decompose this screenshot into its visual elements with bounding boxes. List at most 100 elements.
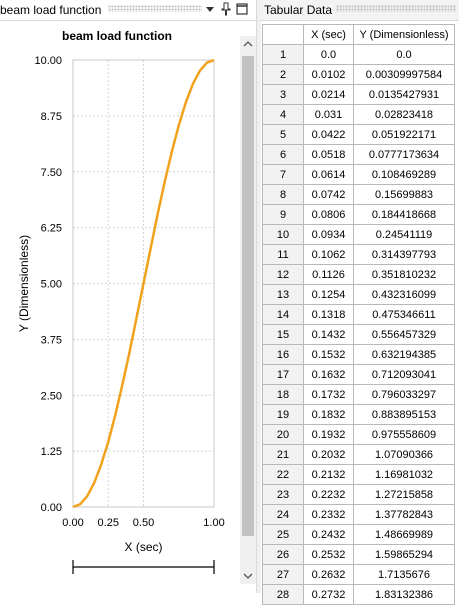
- table-row[interactable]: 15 0.1432 0.556457329: [262, 324, 455, 345]
- row-index-cell[interactable]: 28: [262, 584, 304, 605]
- row-index-cell[interactable]: 8: [262, 184, 304, 205]
- table-panel-titlebar[interactable]: Tabular Data: [260, 0, 459, 21]
- row-index-cell[interactable]: 26: [262, 544, 304, 565]
- row-index-cell[interactable]: 20: [262, 424, 304, 445]
- dropdown-arrow-icon[interactable]: [203, 2, 217, 16]
- row-index-cell[interactable]: 16: [262, 344, 304, 365]
- y-value-cell[interactable]: 0.975558609: [353, 424, 455, 445]
- y-value-cell[interactable]: 0.796033297: [353, 384, 455, 405]
- x-value-cell[interactable]: 0.1062: [303, 244, 354, 265]
- chart-panel-titlebar[interactable]: beam load function: [0, 0, 256, 21]
- table-row[interactable]: 2 0.0102 0.00309997584: [262, 64, 455, 85]
- x-value-cell[interactable]: 0.1126: [303, 264, 354, 285]
- row-index-cell[interactable]: 15: [262, 324, 304, 345]
- table-row[interactable]: 20 0.1932 0.975558609: [262, 424, 455, 445]
- row-index-cell[interactable]: 7: [262, 164, 304, 185]
- x-value-cell[interactable]: 0.0934: [303, 224, 354, 245]
- x-value-cell[interactable]: 0.1932: [303, 424, 354, 445]
- y-value-cell[interactable]: 1.27215858: [353, 484, 455, 505]
- x-value-cell[interactable]: 0.0614: [303, 164, 354, 185]
- chart-scrollbar[interactable]: [240, 36, 256, 584]
- row-index-cell[interactable]: 1: [262, 44, 304, 65]
- column-header[interactable]: Y (Dimensionless): [353, 24, 455, 45]
- y-value-cell[interactable]: 0.15699883: [353, 184, 455, 205]
- row-index-cell[interactable]: 23: [262, 484, 304, 505]
- x-value-cell[interactable]: 0.1318: [303, 304, 354, 325]
- y-value-cell[interactable]: 0.0777173634: [353, 144, 455, 165]
- row-index-cell[interactable]: 17: [262, 364, 304, 385]
- table-row[interactable]: 23 0.2232 1.27215858: [262, 484, 455, 505]
- table-row[interactable]: 4 0.031 0.02823418: [262, 104, 455, 125]
- x-value-cell[interactable]: 0.2532: [303, 544, 354, 565]
- x-value-cell[interactable]: 0.2232: [303, 484, 354, 505]
- column-header[interactable]: X (sec): [303, 24, 354, 45]
- y-value-cell[interactable]: 0.883895153: [353, 404, 455, 425]
- scroll-down-icon[interactable]: [240, 568, 256, 584]
- y-value-cell[interactable]: 0.351810232: [353, 264, 455, 285]
- row-index-cell[interactable]: 12: [262, 264, 304, 285]
- x-value-cell[interactable]: 0.1632: [303, 364, 354, 385]
- x-value-cell[interactable]: 0.2132: [303, 464, 354, 485]
- table-row[interactable]: 27 0.2632 1.7135676: [262, 564, 455, 585]
- y-value-cell[interactable]: 1.83132386: [353, 584, 455, 605]
- row-index-cell[interactable]: 3: [262, 84, 304, 105]
- y-value-cell[interactable]: 0.108469289: [353, 164, 455, 185]
- panel-splitter[interactable]: [256, 0, 261, 593]
- x-value-cell[interactable]: 0.1432: [303, 324, 354, 345]
- column-header[interactable]: [262, 24, 304, 45]
- table-row[interactable]: 19 0.1832 0.883895153: [262, 404, 455, 425]
- y-value-cell[interactable]: 0.0: [353, 44, 455, 65]
- drag-grip[interactable]: [108, 5, 202, 12]
- row-index-cell[interactable]: 2: [262, 64, 304, 85]
- y-value-cell[interactable]: 0.314397793: [353, 244, 455, 265]
- x-value-cell[interactable]: 0.1732: [303, 384, 354, 405]
- y-value-cell[interactable]: 0.0135427931: [353, 84, 455, 105]
- row-index-cell[interactable]: 13: [262, 284, 304, 305]
- table-row[interactable]: 24 0.2332 1.37782843: [262, 504, 455, 525]
- y-value-cell[interactable]: 1.48669989: [353, 524, 455, 545]
- table-row[interactable]: 26 0.2532 1.59865294: [262, 544, 455, 565]
- row-index-cell[interactable]: 4: [262, 104, 304, 125]
- y-value-cell[interactable]: 0.00309997584: [353, 64, 455, 85]
- table-row[interactable]: 17 0.1632 0.712093041: [262, 364, 455, 385]
- y-value-cell[interactable]: 1.59865294: [353, 544, 455, 565]
- table-row[interactable]: 1 0.0 0.0: [262, 44, 455, 65]
- x-value-cell[interactable]: 0.1832: [303, 404, 354, 425]
- y-value-cell[interactable]: 0.475346611: [353, 304, 455, 325]
- x-value-cell[interactable]: 0.0742: [303, 184, 354, 205]
- pin-icon[interactable]: [219, 2, 233, 16]
- range-slider[interactable]: [72, 560, 215, 574]
- table-row[interactable]: 3 0.0214 0.0135427931: [262, 84, 455, 105]
- y-value-cell[interactable]: 1.37782843: [353, 504, 455, 525]
- x-value-cell[interactable]: 0.0806: [303, 204, 354, 225]
- row-index-cell[interactable]: 6: [262, 144, 304, 165]
- table-row[interactable]: 16 0.1532 0.632194385: [262, 344, 455, 365]
- table-row[interactable]: 12 0.1126 0.351810232: [262, 264, 455, 285]
- row-index-cell[interactable]: 25: [262, 524, 304, 545]
- table-row[interactable]: 18 0.1732 0.796033297: [262, 384, 455, 405]
- y-value-cell[interactable]: 0.556457329: [353, 324, 455, 345]
- table-row[interactable]: 11 0.1062 0.314397793: [262, 244, 455, 265]
- y-value-cell[interactable]: 0.432316099: [353, 284, 455, 305]
- row-index-cell[interactable]: 11: [262, 244, 304, 265]
- table-row[interactable]: 25 0.2432 1.48669989: [262, 524, 455, 545]
- y-value-cell[interactable]: 0.184418668: [353, 204, 455, 225]
- y-value-cell[interactable]: 0.632194385: [353, 344, 455, 365]
- y-value-cell[interactable]: 0.02823418: [353, 104, 455, 125]
- table-row[interactable]: 21 0.2032 1.07090366: [262, 444, 455, 465]
- table-row[interactable]: 6 0.0518 0.0777173634: [262, 144, 455, 165]
- table-row[interactable]: 13 0.1254 0.432316099: [262, 284, 455, 305]
- x-value-cell[interactable]: 0.2432: [303, 524, 354, 545]
- scroll-up-icon[interactable]: [240, 36, 256, 52]
- table-row[interactable]: 7 0.0614 0.108469289: [262, 164, 455, 185]
- x-value-cell[interactable]: 0.0: [303, 44, 354, 65]
- row-index-cell[interactable]: 22: [262, 464, 304, 485]
- x-value-cell[interactable]: 0.0422: [303, 124, 354, 145]
- y-value-cell[interactable]: 0.051922171: [353, 124, 455, 145]
- x-value-cell[interactable]: 0.0518: [303, 144, 354, 165]
- y-value-cell[interactable]: 0.712093041: [353, 364, 455, 385]
- row-index-cell[interactable]: 19: [262, 404, 304, 425]
- x-value-cell[interactable]: 0.1254: [303, 284, 354, 305]
- y-value-cell[interactable]: 1.07090366: [353, 444, 455, 465]
- table-row[interactable]: 10 0.0934 0.24541119: [262, 224, 455, 245]
